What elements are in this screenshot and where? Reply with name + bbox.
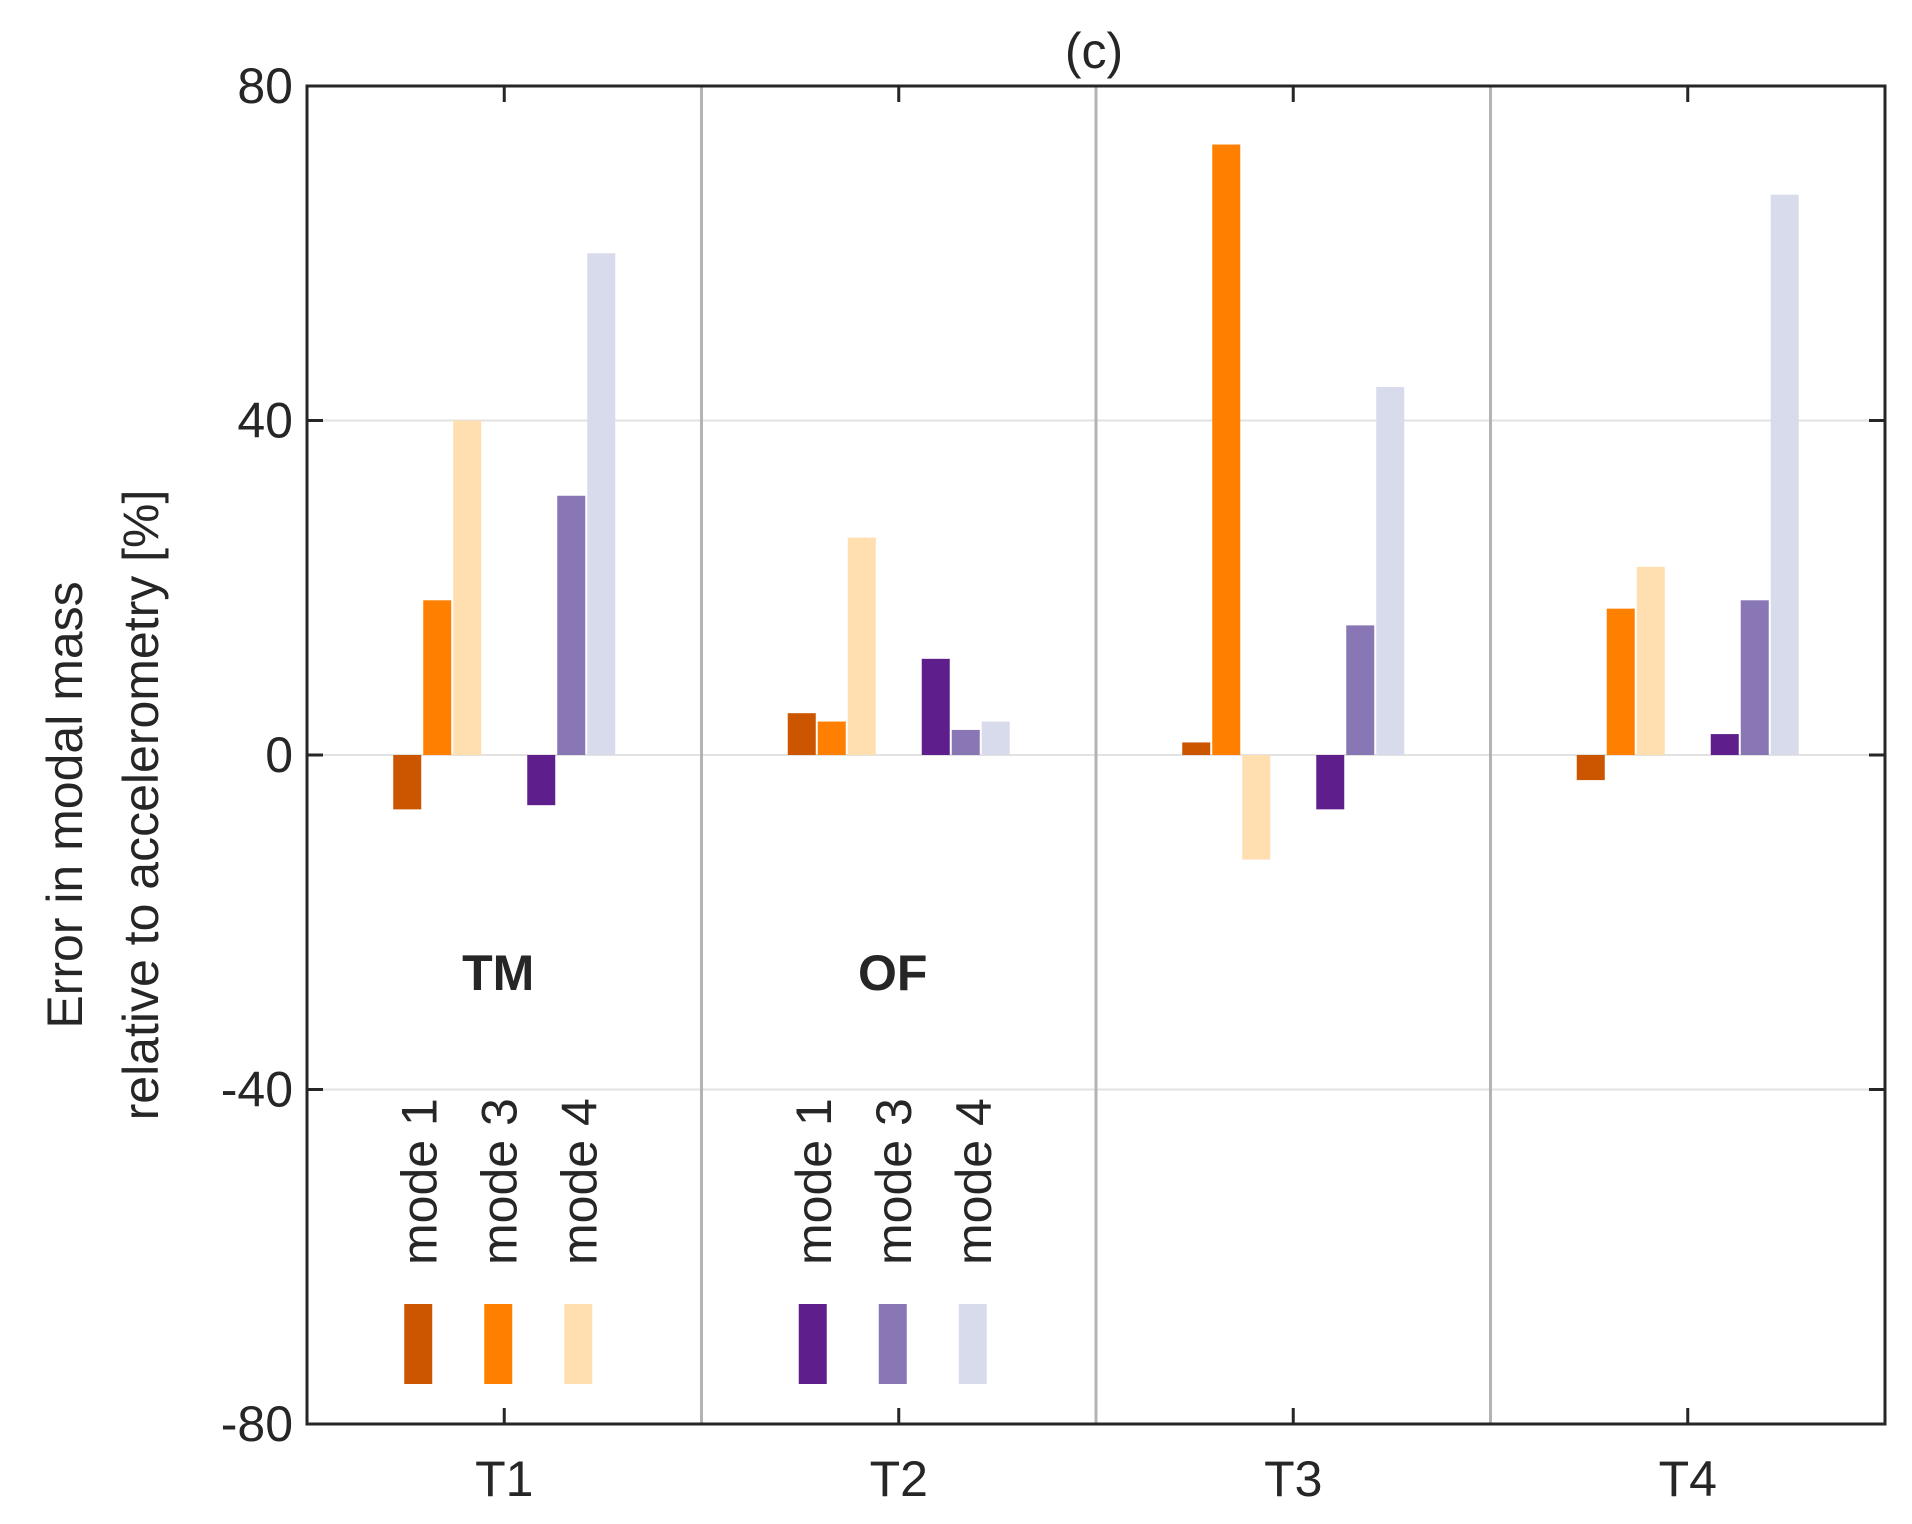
bar-t4-of-mode-1 [1710, 734, 1739, 755]
bar-t4-of-mode-4 [1770, 194, 1799, 755]
bar-t4-tm-mode-4 [1636, 566, 1665, 755]
bar-t2-of-mode-3 [951, 729, 980, 755]
legend-swatch-of-mode-4 [958, 1304, 987, 1384]
bar-t4-tm-mode-3 [1606, 608, 1635, 755]
legend-swatch-of-mode-1 [798, 1304, 827, 1384]
y-axis-label: Error in modal mass relative to accelero… [37, 490, 169, 1121]
legend-swatch-of-mode-3 [878, 1304, 907, 1384]
bar-t2-tm-mode-1 [787, 713, 816, 755]
bar-t4-of-mode-3 [1740, 600, 1769, 755]
bar-t1-of-mode-4 [587, 253, 616, 755]
bar-t2-tm-mode-3 [817, 721, 846, 755]
y-tick-label-4: -80 [221, 1396, 293, 1452]
bar-t3-tm-mode-1 [1182, 742, 1211, 755]
legend-label-of-mode-3: mode 3 [866, 1098, 922, 1265]
bar-t1-tm-mode-4 [453, 420, 482, 755]
x-tick-label-t3: T3 [1264, 1451, 1322, 1507]
legend-label-of-mode-4: mode 4 [946, 1098, 1002, 1265]
y-tick-label-1: 40 [237, 393, 293, 449]
x-tick-label-t4: T4 [1659, 1451, 1717, 1507]
y-axis-label-line-1: Error in modal mass [37, 581, 93, 1028]
x-tick-label-t1: T1 [475, 1451, 533, 1507]
legend-label-tm-mode-4: mode 4 [551, 1098, 607, 1265]
bar-t3-of-mode-4 [1376, 387, 1405, 755]
legend-label-tm-mode-3: mode 3 [471, 1098, 527, 1265]
bar-t1-tm-mode-1 [393, 755, 422, 810]
bars-layer [393, 144, 1799, 860]
bar-t3-of-mode-1 [1316, 755, 1345, 810]
y-tick-label-0: 80 [237, 58, 293, 114]
bar-t2-tm-mode-4 [847, 537, 876, 755]
axes-layer: 80 40 0 -40 -80 T1 T2 T3 T4 [221, 58, 1887, 1507]
bar-t2-of-mode-4 [981, 721, 1010, 755]
bar-t2-of-mode-1 [921, 658, 950, 755]
chart-title: (c) [1065, 23, 1123, 79]
bar-t1-tm-mode-3 [423, 600, 452, 755]
bar-t1-of-mode-1 [527, 755, 556, 806]
legend-label-tm-mode-1: mode 1 [391, 1098, 447, 1265]
y-axis-label-line-2: relative to accelerometry [%] [113, 490, 169, 1121]
legend: TM mode 1 mode 3 mode 4 OF mode 1 mode 3 mode 4 [391, 945, 1002, 1384]
legend-group-title-tm: TM [462, 945, 534, 1001]
legend-swatch-tm-mode-1 [404, 1304, 433, 1384]
bar-t3-tm-mode-3 [1212, 144, 1241, 756]
y-tick-label-3: -40 [221, 1062, 293, 1118]
legend-swatch-tm-mode-4 [564, 1304, 593, 1384]
legend-label-of-mode-1: mode 1 [786, 1098, 842, 1265]
bar-t4-tm-mode-1 [1576, 755, 1605, 781]
bar-t3-tm-mode-4 [1242, 755, 1271, 860]
bar-t3-of-mode-3 [1346, 625, 1375, 755]
legend-group-title-of: OF [858, 945, 927, 1001]
x-tick-label-t2: T2 [870, 1451, 928, 1507]
legend-swatch-tm-mode-3 [484, 1304, 513, 1384]
bar-t1-of-mode-3 [557, 495, 586, 755]
y-tick-label-2: 0 [265, 727, 293, 783]
